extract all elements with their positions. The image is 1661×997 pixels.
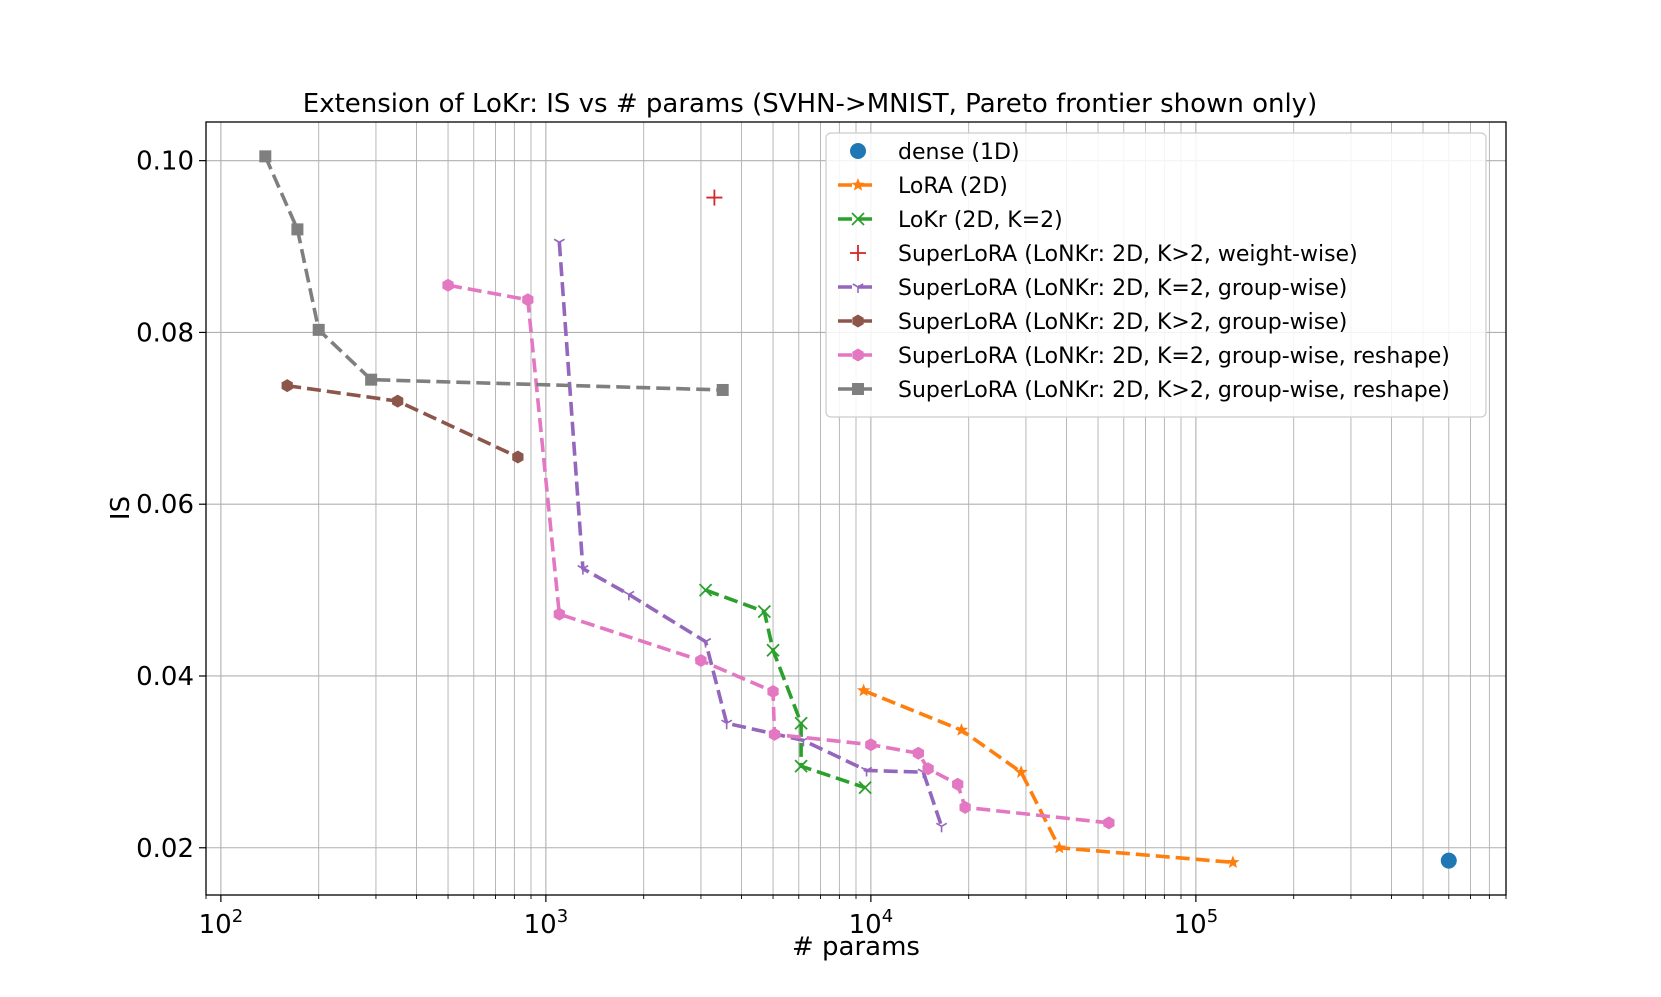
series-0 [1440,852,1457,869]
legend-label: SuperLoRA (LoNKr: 2D, K>2, group-wise, r… [898,378,1450,403]
data-point [577,564,589,575]
data-point [291,223,304,236]
data-point [856,683,871,697]
legend-marker [850,245,866,261]
legend-label: SuperLoRA (LoNKr: 2D, K=2, group-wise, r… [898,344,1450,369]
legend-label: LoRA (2D) [898,174,1008,199]
x-tick-label: 103 [524,906,569,940]
legend-entry: SuperLoRA (LoNKr: 2D, K=2, group-wise) [838,276,1347,301]
data-point [512,450,524,464]
data-point [954,723,969,736]
data-point [766,643,780,657]
data-point [912,746,924,760]
data-point [312,323,325,336]
series-line [862,688,1234,865]
series-layer [259,150,1457,869]
data-point [767,684,779,698]
series-2 [698,583,872,795]
x-tick-label: 102 [199,906,244,940]
data-point [706,189,723,206]
series-1 [856,683,1240,869]
data-point [281,379,293,393]
x-axis-label: # params [792,932,920,962]
legend: dense (1D) LoRA (2D) LoKr (2D, K=2) SuperLo… [825,132,1487,418]
legend-entry: LoKr (2D, K=2) [838,208,1063,233]
data-point [858,781,872,795]
legend-entry: dense (1D) [850,140,1020,165]
data-point [1014,765,1028,778]
data-point [716,383,729,396]
legend-box [825,132,1487,418]
data-point [553,238,565,249]
data-point [522,293,534,307]
ticks: 102 103 104 105 0.02 0.04 0.06 0.08 0.10 [136,147,1507,940]
data-point [1052,840,1066,854]
data-point [935,822,948,833]
legend-entry: SuperLoRA (LoNKr: 2D, K>2, group-wise, r… [838,378,1450,403]
y-tick-label: 0.10 [136,147,194,177]
series-6 [442,278,1115,830]
data-point [699,637,712,648]
data-point [365,373,378,386]
legend-marker [852,383,864,395]
y-tick-label: 0.06 [136,490,194,520]
y-tick-label: 0.04 [136,662,194,692]
data-point [695,654,707,668]
legend-label: dense (1D) [898,140,1020,165]
chart-title: Extension of LoKr: IS vs # params (SVHN-… [303,89,1317,119]
legend-marker [852,314,864,328]
data-point [794,716,808,730]
legend-marker [850,143,866,159]
y-axis-label: IS [106,496,136,520]
y-tick-label: 0.02 [136,834,194,864]
data-point [922,762,934,776]
legend-marker [852,283,864,293]
legend-label: LoKr (2D, K=2) [898,208,1063,233]
data-point [952,777,964,791]
data-point [259,150,272,163]
series-7 [259,150,729,396]
series-3 [706,189,723,206]
series-line [557,242,944,827]
data-point [1103,816,1115,830]
data-point [757,604,771,619]
legend-label: SuperLoRA (LoNKr: 2D, K>2, weight-wise) [898,242,1358,267]
legend-entry: SuperLoRA (LoNKr: 2D, K>2, group-wise) [838,310,1347,335]
legend-marker [851,212,865,226]
data-point [698,583,713,597]
data-point [860,766,873,777]
data-point [794,759,808,773]
series-5 [281,379,524,464]
legend-marker [852,348,864,362]
data-point [623,590,635,601]
x-tick-label: 105 [1174,906,1219,940]
data-point [1226,855,1240,869]
legend-entry: SuperLoRA (LoNKr: 2D, K>2, weight-wise) [850,242,1358,267]
data-point [959,800,971,814]
data-point [553,607,565,621]
x-tick-label: 104 [849,906,894,940]
data-point [721,719,733,730]
legend-label: SuperLoRA (LoNKr: 2D, K=2, group-wise) [898,276,1347,301]
data-point [392,394,404,408]
data-point [768,727,781,741]
data-point [865,738,877,752]
data-point [1440,852,1457,869]
legend-entry: SuperLoRA (LoNKr: 2D, K=2, group-wise, r… [838,344,1450,369]
legend-entry: LoRA (2D) [838,174,1008,199]
series-line [704,588,866,790]
data-point [442,278,454,292]
legend-marker [851,178,865,191]
y-tick-label: 0.08 [136,318,194,348]
legend-label: SuperLoRA (LoNKr: 2D, K>2, group-wise) [898,310,1347,335]
